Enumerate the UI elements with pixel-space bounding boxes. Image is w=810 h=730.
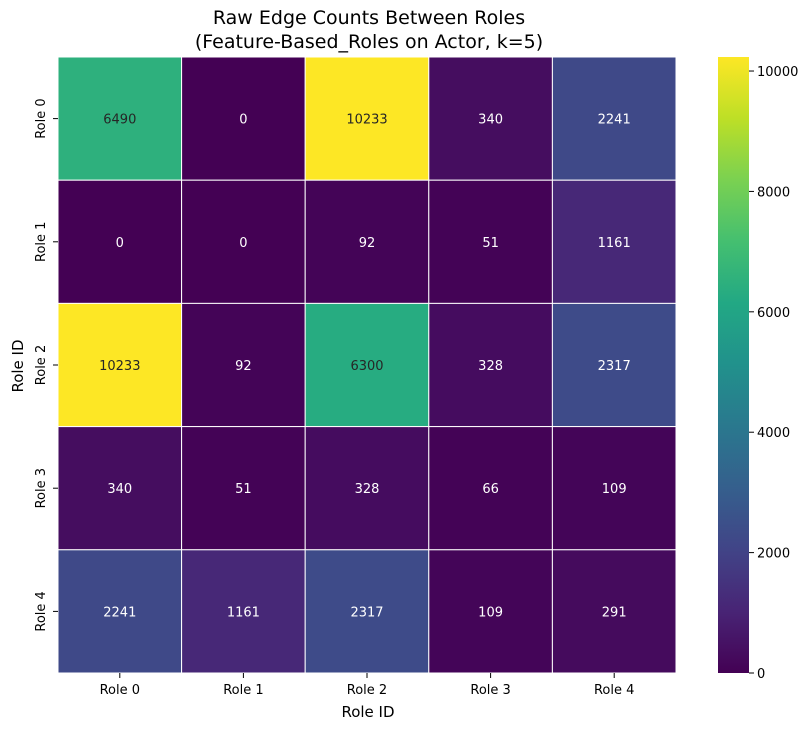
- y-axis-label: Role ID: [9, 339, 27, 392]
- cell-value-label: 6300: [350, 359, 383, 374]
- heatmap-cell: [428, 302, 553, 428]
- heatmap-cell: [57, 549, 183, 674]
- heatmap-cell: [551, 179, 677, 304]
- heatmap-cell: [428, 179, 553, 304]
- colorbar-tick-label: 2000: [757, 547, 790, 562]
- cell-value-label: 2241: [598, 113, 631, 128]
- heatmap-cell: [181, 179, 306, 304]
- cell-value-label: 109: [478, 605, 503, 620]
- heatmap-cells: [57, 56, 677, 674]
- cell-value-label: 51: [482, 236, 499, 251]
- colorbar-tick-label: 10000: [757, 65, 798, 80]
- cell-annotations: 6490 0 10233 340 2241 0 0 92 51 1161 10233 92 6300 32…: [99, 113, 631, 621]
- colorbar-tick-label: 8000: [757, 185, 790, 200]
- heatmap-cell: [551, 56, 677, 181]
- x-tick-label: Role 3: [470, 683, 510, 698]
- x-tick-label: Role 2: [347, 683, 387, 698]
- cell-value-label: 92: [235, 359, 252, 374]
- chart-title-line-2: (Feature-Based_Roles on Actor, k=5): [194, 31, 544, 53]
- cell-value-label: 6490: [103, 113, 136, 128]
- colorbar-bar: [718, 57, 749, 673]
- heatmap-cell: [181, 426, 306, 551]
- y-tick-labels: Role 0 Role 1 Role 2 Role 3 Role 4: [34, 98, 58, 632]
- colorbar: 0 2000 4000 6000 8000 10000: [718, 57, 798, 682]
- cell-value-label: 2241: [103, 605, 136, 620]
- cell-value-label: 2317: [350, 605, 383, 620]
- colorbar-tick-label: 6000: [757, 306, 790, 321]
- colorbar-tick-label: 4000: [757, 426, 790, 441]
- y-tick-label: Role 3: [34, 468, 49, 508]
- cell-value-label: 0: [239, 236, 247, 251]
- heatmap-cell: [428, 56, 553, 181]
- y-tick-label: Role 1: [34, 222, 49, 262]
- y-tick-label: Role 4: [34, 591, 49, 631]
- cell-value-label: 1161: [227, 605, 260, 620]
- heatmap-cell: [57, 426, 183, 551]
- heatmap-cell: [428, 426, 553, 551]
- chart-title-line-1: Raw Edge Counts Between Roles: [212, 7, 526, 29]
- cell-value-label: 291: [602, 605, 627, 620]
- cell-value-label: 10233: [99, 359, 140, 374]
- cell-value-label: 0: [239, 113, 247, 128]
- x-tick-label: Role 0: [100, 683, 140, 698]
- cell-value-label: 109: [602, 482, 627, 497]
- x-tick-label: Role 1: [223, 683, 263, 698]
- heatmap-cell: [181, 302, 306, 428]
- heatmap-cell: [304, 302, 430, 428]
- y-tick-label: Role 2: [34, 345, 49, 385]
- heatmap-cell: [57, 302, 183, 428]
- cell-value-label: 340: [478, 113, 503, 128]
- heatmap-cell: [304, 56, 430, 181]
- colorbar-tick-label: 0: [757, 667, 765, 682]
- heatmap-cell: [181, 549, 306, 674]
- y-tick-label: Role 0: [34, 98, 49, 138]
- x-tick-labels: Role 0 Role 1 Role 2 Role 3 Role 4: [100, 673, 634, 698]
- x-tick-label: Role 4: [594, 683, 634, 698]
- cell-value-label: 10233: [346, 113, 387, 128]
- cell-value-label: 328: [355, 482, 380, 497]
- heatmap-cell: [551, 426, 677, 551]
- heatmap-cell: [551, 549, 677, 674]
- cell-value-label: 2317: [598, 359, 631, 374]
- cell-value-label: 66: [482, 482, 499, 497]
- heatmap-cell: [57, 179, 183, 304]
- cell-value-label: 92: [359, 236, 376, 251]
- cell-value-label: 328: [478, 359, 503, 374]
- cell-value-label: 340: [107, 482, 132, 497]
- heatmap-cell: [57, 56, 183, 181]
- heatmap-cell: [428, 549, 553, 674]
- cell-value-label: 0: [116, 236, 124, 251]
- cell-value-label: 1161: [598, 236, 631, 251]
- x-axis-label: Role ID: [341, 703, 394, 721]
- cell-value-label: 51: [235, 482, 252, 497]
- heatmap-cell: [304, 426, 430, 551]
